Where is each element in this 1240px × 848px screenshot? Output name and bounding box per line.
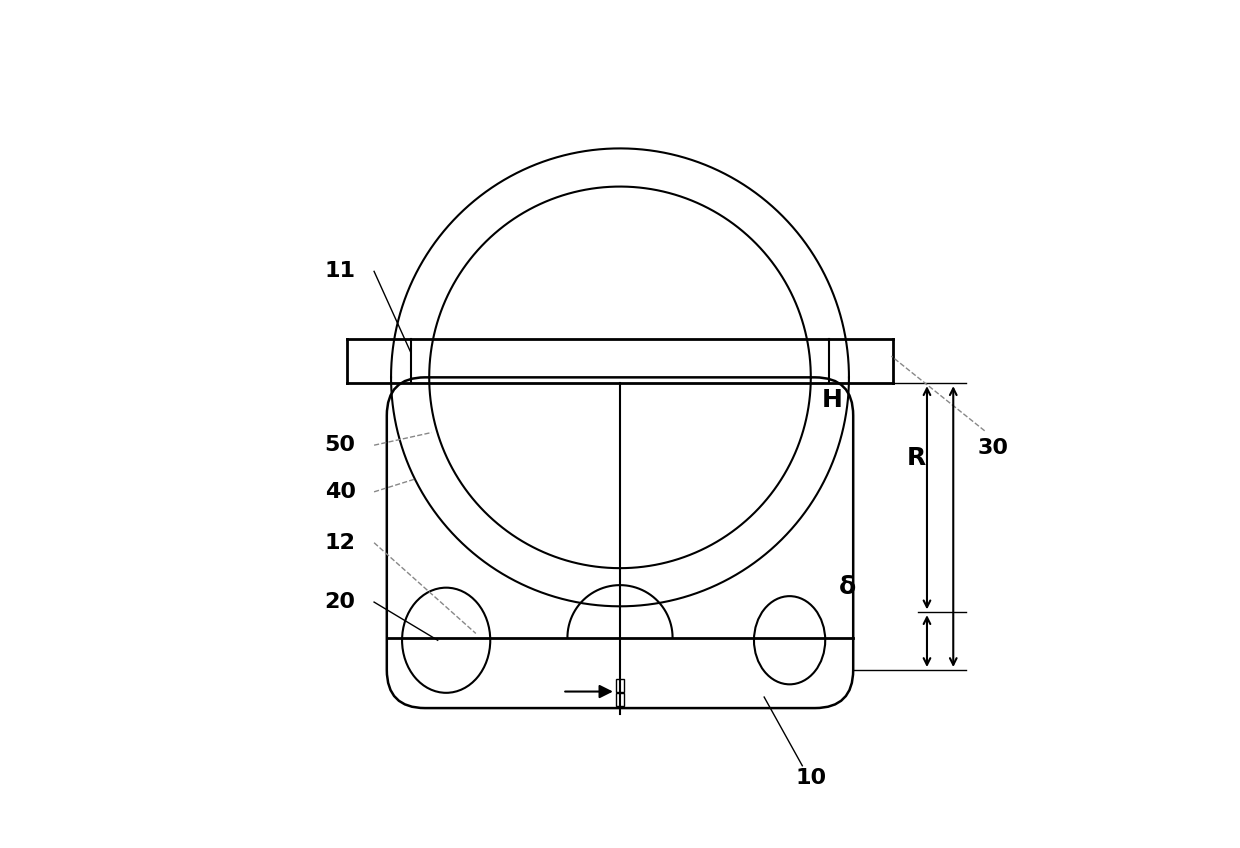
- Text: 11: 11: [325, 261, 356, 282]
- Text: 40: 40: [325, 482, 356, 502]
- Text: 30: 30: [977, 438, 1008, 458]
- Text: R: R: [908, 446, 926, 470]
- Text: 50: 50: [325, 435, 356, 455]
- Bar: [616, 678, 624, 692]
- Text: 20: 20: [325, 592, 356, 612]
- Text: 10: 10: [795, 768, 826, 789]
- Text: H: H: [822, 388, 842, 412]
- Text: δ: δ: [838, 575, 856, 599]
- Text: 12: 12: [325, 533, 356, 553]
- Bar: [616, 693, 624, 706]
